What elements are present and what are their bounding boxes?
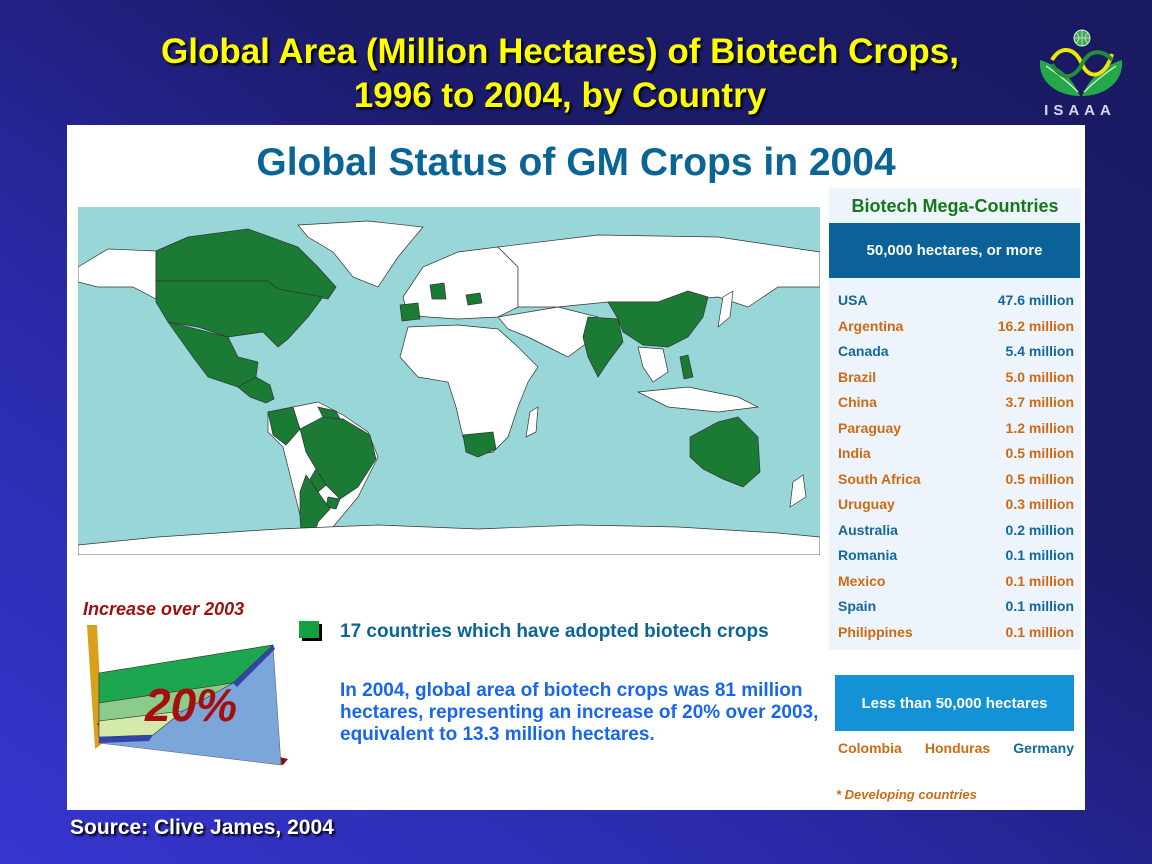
list-item: Canada 5.4 million <box>838 339 1074 365</box>
adopter-legend-swatch <box>299 621 319 638</box>
country-value: 5.0 million <box>1005 368 1074 385</box>
country-value: 0.1 million <box>1005 598 1074 614</box>
slide-title-line1: Global Area (Million Hectares) of Biotec… <box>161 32 959 71</box>
mega-threshold-band: 50,000 hectares, or more <box>829 223 1080 278</box>
country-value: 0.2 million <box>1005 521 1074 538</box>
country-name: Philippines <box>838 623 913 640</box>
country-name: Argentina <box>838 317 904 334</box>
list-item: Paraguay 1.2 million <box>838 416 1074 442</box>
country-value: 0.5 million <box>1005 470 1074 487</box>
small-country: Colombia <box>838 740 902 756</box>
country-value: 1.2 million <box>1005 419 1074 436</box>
mega-countries-sidebar: Biotech Mega-Countries 50,000 hectares, … <box>829 188 1081 650</box>
adopter-legend-text: 17 countries which have adopted biotech … <box>340 621 769 642</box>
increase-label: Increase over 2003 <box>83 599 245 619</box>
small-threshold-band: Less than 50,000 hectares <box>835 675 1074 731</box>
list-item: Spain 0.1 million <box>838 594 1074 620</box>
country-value: 0.5 million <box>1005 445 1074 461</box>
country-name: Paraguay <box>838 419 902 436</box>
country-value: 3.7 million <box>1005 394 1074 410</box>
country-value: 16.2 million <box>997 317 1074 334</box>
country-name: Brazil <box>838 368 877 385</box>
country-value: 5.4 million <box>1005 343 1074 359</box>
country-value: 0.1 million <box>1005 572 1074 589</box>
country-name: Australia <box>838 521 898 538</box>
list-item: Uruguay 0.3 million <box>838 492 1074 518</box>
country-name: USA <box>838 292 868 308</box>
country-name: Spain <box>838 598 877 614</box>
content-panel: Global Status of GM Crops in 2004 <box>67 125 1085 810</box>
list-item: Argentina 16.2 million <box>838 314 1074 340</box>
country-value: 0.3 million <box>1005 496 1074 512</box>
country-name: Romania <box>838 547 898 563</box>
country-name: Canada <box>838 343 889 359</box>
country-name: South Africa <box>838 470 921 487</box>
world-map-graphic <box>78 220 820 555</box>
country-name: Uruguay <box>838 496 895 512</box>
country-name: China <box>838 394 877 410</box>
mega-countries-list: USA 47.6 million Argentina 16.2 million Ca… <box>838 288 1074 645</box>
logo-text: ISAAA <box>1044 102 1116 119</box>
isaaa-logo: ISAAA <box>1030 24 1130 124</box>
list-item: USA 47.6 million <box>838 288 1074 314</box>
list-item: Australia 0.2 million <box>838 518 1074 544</box>
developing-countries-footnote: * Developing countries <box>836 787 977 802</box>
isaaa-leaf-globe-icon <box>1039 29 1123 96</box>
increase-area-chart-icon: 20% <box>87 625 288 766</box>
country-name: India <box>838 445 871 461</box>
summary-text: In 2004, global area of biotech crops wa… <box>340 680 819 745</box>
source-citation: Source: Clive James, 2004 <box>70 816 334 839</box>
increase-chart-graphic: 20% <box>83 625 293 775</box>
small-country: Honduras <box>924 740 991 756</box>
country-value: 0.1 million <box>1005 547 1074 563</box>
list-item: India 0.5 million <box>838 441 1074 467</box>
sidebar-title: Biotech Mega-Countries <box>851 196 1059 216</box>
increase-value: 20% <box>144 679 237 731</box>
list-item: Philippines 0.1 million <box>838 620 1074 646</box>
slide-title-line2: 1996 to 2004, by Country <box>353 76 767 115</box>
list-item: Romania 0.1 million <box>838 543 1074 569</box>
small-countries-list: Colombia Honduras Germany <box>838 740 1074 756</box>
small-country: Germany <box>1013 740 1074 756</box>
list-item: Mexico 0.1 million <box>838 569 1074 595</box>
list-item: Brazil 5.0 million <box>838 365 1074 391</box>
panel-title: Global Status of GM Crops in 2004 <box>256 141 896 184</box>
country-value: 0.1 million <box>1005 623 1074 640</box>
list-item: China 3.7 million <box>838 390 1074 416</box>
country-value: 47.6 million <box>997 292 1074 308</box>
slide-title: Global Area (Million Hectares) of Biotec… <box>60 30 1060 118</box>
list-item: South Africa 0.5 million <box>838 467 1074 493</box>
world-map <box>78 207 820 555</box>
country-name: Mexico <box>838 572 886 589</box>
